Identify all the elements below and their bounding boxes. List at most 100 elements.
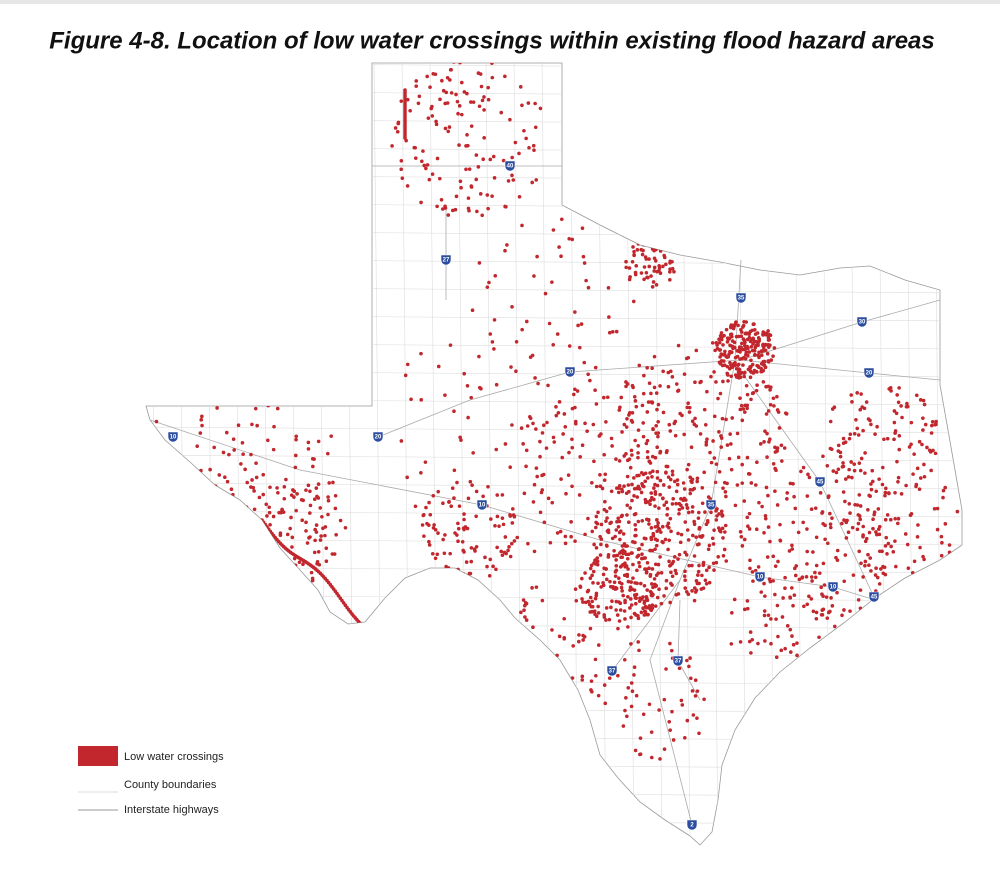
crossing [790,543,794,548]
crossing [674,571,679,576]
crossing [929,468,933,473]
crossing [774,468,778,472]
crossing [154,419,159,424]
crossing [454,194,459,199]
crossing [648,572,653,577]
crossing [122,481,126,485]
crossing [448,551,452,556]
crossing [764,412,769,416]
crossing [820,592,824,597]
crossing [266,438,270,443]
crossing [649,755,654,760]
crossing [621,532,626,536]
crossing [667,538,672,543]
crossing [589,563,594,568]
crossing [539,646,543,650]
crossing [762,440,766,444]
crossing [855,391,859,395]
crossing [591,569,596,574]
crossing [540,473,544,478]
crossing [324,559,329,564]
crossing [727,456,732,461]
crossing [688,491,693,496]
crossing [618,537,622,542]
crossing [878,549,882,554]
crossing [481,157,486,162]
crossing [591,422,596,427]
crossing [697,731,701,736]
crossing [613,534,617,539]
crossing [358,621,363,626]
crossing [857,493,862,497]
crossing [696,573,700,577]
crossing [530,586,534,590]
crossing [676,531,680,536]
crossing [790,634,794,638]
crossing [480,213,484,218]
crossing [612,548,616,553]
crossing [632,476,636,480]
crossing [479,386,483,391]
crossing [603,499,607,504]
crossing [271,514,276,519]
legend-label: Low water crossings [124,751,224,763]
crossing [718,528,722,532]
crossing [741,325,745,329]
crossing [632,253,636,257]
crossing [683,520,688,524]
shield-number: 10 [479,503,486,509]
crossing [846,475,851,479]
crossing [399,158,404,163]
crossing [765,431,769,436]
crossing [500,516,505,520]
crossing [550,628,554,632]
crossing [732,345,737,350]
crossing [805,527,809,531]
crossing [253,606,257,611]
crossing [672,269,676,274]
crossing [714,518,719,522]
crossing [649,730,654,734]
crossing [503,442,508,446]
crossing [199,418,204,422]
crossing [724,494,728,499]
crossing [640,519,645,523]
crossing [503,74,507,79]
crossing [805,602,810,607]
crossing [532,549,537,554]
crossing [492,318,497,322]
crossing [542,520,547,525]
county-line [961,63,962,845]
crossing [534,178,539,182]
crossing [627,266,632,270]
crossing [593,596,598,601]
crossing [687,405,692,410]
crossing [805,549,809,554]
crossing [579,322,584,326]
crossing [674,489,679,494]
crossing [661,369,665,374]
crossing [840,521,844,526]
crossing [680,413,684,418]
crossing [779,443,784,448]
crossing [774,655,779,659]
crossing [621,593,625,598]
crossing [253,520,257,525]
crossing [943,485,947,490]
crossing [632,394,637,399]
crossing [639,470,644,475]
crossing [649,391,653,396]
crossing [896,521,900,526]
crossing [848,609,852,613]
crossing [872,512,876,517]
crossing [690,510,695,514]
crossing [802,604,806,609]
crossing [586,516,590,521]
crossing [651,427,655,432]
crossing [660,539,664,544]
crossing [640,403,645,408]
crossing [687,563,691,568]
shield [606,665,618,677]
crossing [509,365,513,369]
crossing [533,125,538,130]
